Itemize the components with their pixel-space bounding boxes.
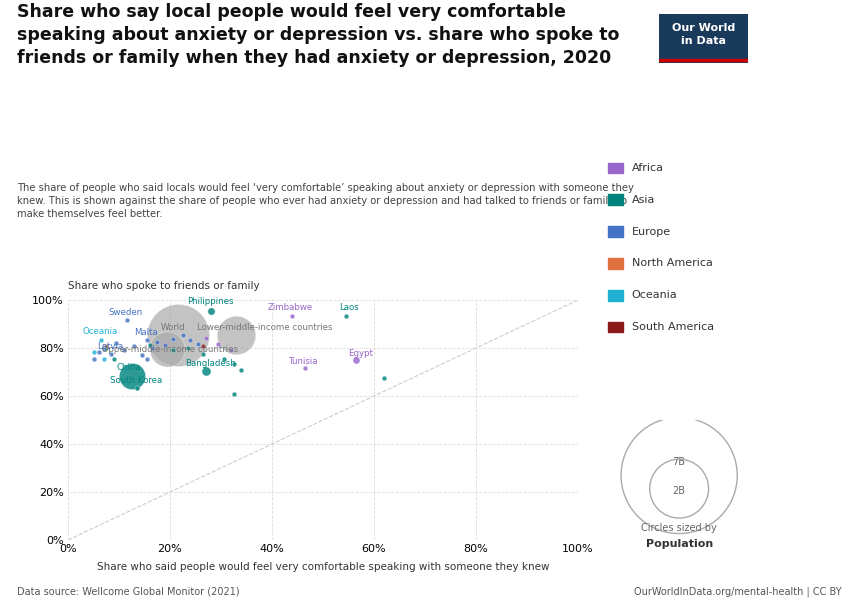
Point [227, 389, 241, 399]
Text: Lower-middle-income countries: Lower-middle-income countries [196, 323, 332, 332]
Point [184, 335, 197, 345]
Text: Malta: Malta [134, 328, 158, 337]
Point [377, 374, 391, 383]
Point [110, 338, 123, 348]
Point [181, 344, 195, 353]
Point [286, 311, 299, 320]
Point [87, 354, 100, 364]
Point [166, 334, 179, 344]
Text: Asia: Asia [632, 195, 654, 205]
Text: Bangladesh: Bangladesh [185, 359, 236, 368]
Point [158, 340, 172, 350]
Point [196, 341, 210, 351]
Text: Oceania: Oceania [632, 290, 677, 300]
Point [349, 355, 363, 365]
Text: Share who spoke to friends or family: Share who spoke to friends or family [68, 281, 259, 291]
Point [94, 335, 108, 344]
Point [339, 311, 353, 320]
Point [196, 350, 210, 359]
Point [145, 343, 159, 353]
Point [204, 306, 218, 316]
Text: Circles sized by: Circles sized by [641, 523, 717, 533]
Point [235, 365, 248, 375]
Text: Zimbabwe: Zimbabwe [267, 303, 313, 312]
Point [166, 345, 179, 355]
Point [107, 355, 121, 364]
Point [672, 470, 686, 480]
Point [227, 359, 241, 369]
Point [199, 366, 212, 376]
Point [130, 383, 144, 392]
Point [140, 335, 154, 344]
Text: 2B: 2B [672, 486, 686, 496]
Text: The share of people who said locals would feel ‘very comfortable’ speaking about: The share of people who said locals woul… [17, 183, 634, 220]
Point [117, 345, 131, 355]
Text: South Korea: South Korea [110, 376, 162, 385]
Text: Population: Population [645, 539, 713, 549]
Point [212, 339, 225, 349]
Text: Europe: Europe [632, 227, 671, 236]
Point [298, 364, 312, 373]
Text: South America: South America [632, 322, 714, 332]
Point [120, 316, 133, 325]
Point [176, 331, 190, 340]
Text: Laos: Laos [338, 303, 359, 312]
Text: Sweden: Sweden [109, 308, 143, 317]
Point [128, 341, 141, 351]
Text: OurWorldInData.org/mental-health | CC BY: OurWorldInData.org/mental-health | CC BY [634, 587, 842, 597]
Text: Data source: Wellcome Global Monitor (2021): Data source: Wellcome Global Monitor (20… [17, 587, 240, 597]
Text: Oceania: Oceania [82, 327, 118, 336]
Text: China: China [117, 364, 141, 373]
Point [230, 330, 243, 340]
Point [87, 347, 100, 357]
Point [97, 344, 110, 354]
Text: Egypt: Egypt [348, 349, 373, 358]
Text: Our World
in Data: Our World in Data [672, 23, 735, 46]
Point [140, 355, 154, 364]
Point [97, 355, 110, 364]
Point [125, 371, 139, 380]
Text: Share who say local people would feel very comfortable
speaking about anxiety or: Share who say local people would feel ve… [17, 3, 620, 67]
Text: Upper-middle-income countries: Upper-middle-income countries [102, 345, 238, 354]
X-axis label: Share who said people would feel very comfortable speaking with someone they kne: Share who said people would feel very co… [97, 563, 549, 572]
Text: Latvia: Latvia [97, 342, 123, 351]
Point [105, 349, 118, 359]
Point [99, 344, 113, 353]
Point [224, 345, 238, 355]
Point [672, 484, 686, 493]
Text: Philippines: Philippines [188, 298, 234, 307]
Point [92, 347, 105, 357]
Text: Africa: Africa [632, 163, 664, 173]
Point [191, 339, 205, 349]
Text: North America: North America [632, 259, 712, 268]
Point [135, 350, 149, 359]
Text: Tunisia: Tunisia [289, 356, 319, 365]
Point [99, 341, 113, 351]
Point [150, 338, 164, 347]
Text: 7B: 7B [672, 457, 686, 467]
Point [199, 333, 212, 343]
Point [161, 344, 174, 354]
Text: World: World [161, 323, 184, 332]
Point [217, 355, 230, 364]
Point [171, 330, 184, 340]
Point [143, 340, 156, 350]
